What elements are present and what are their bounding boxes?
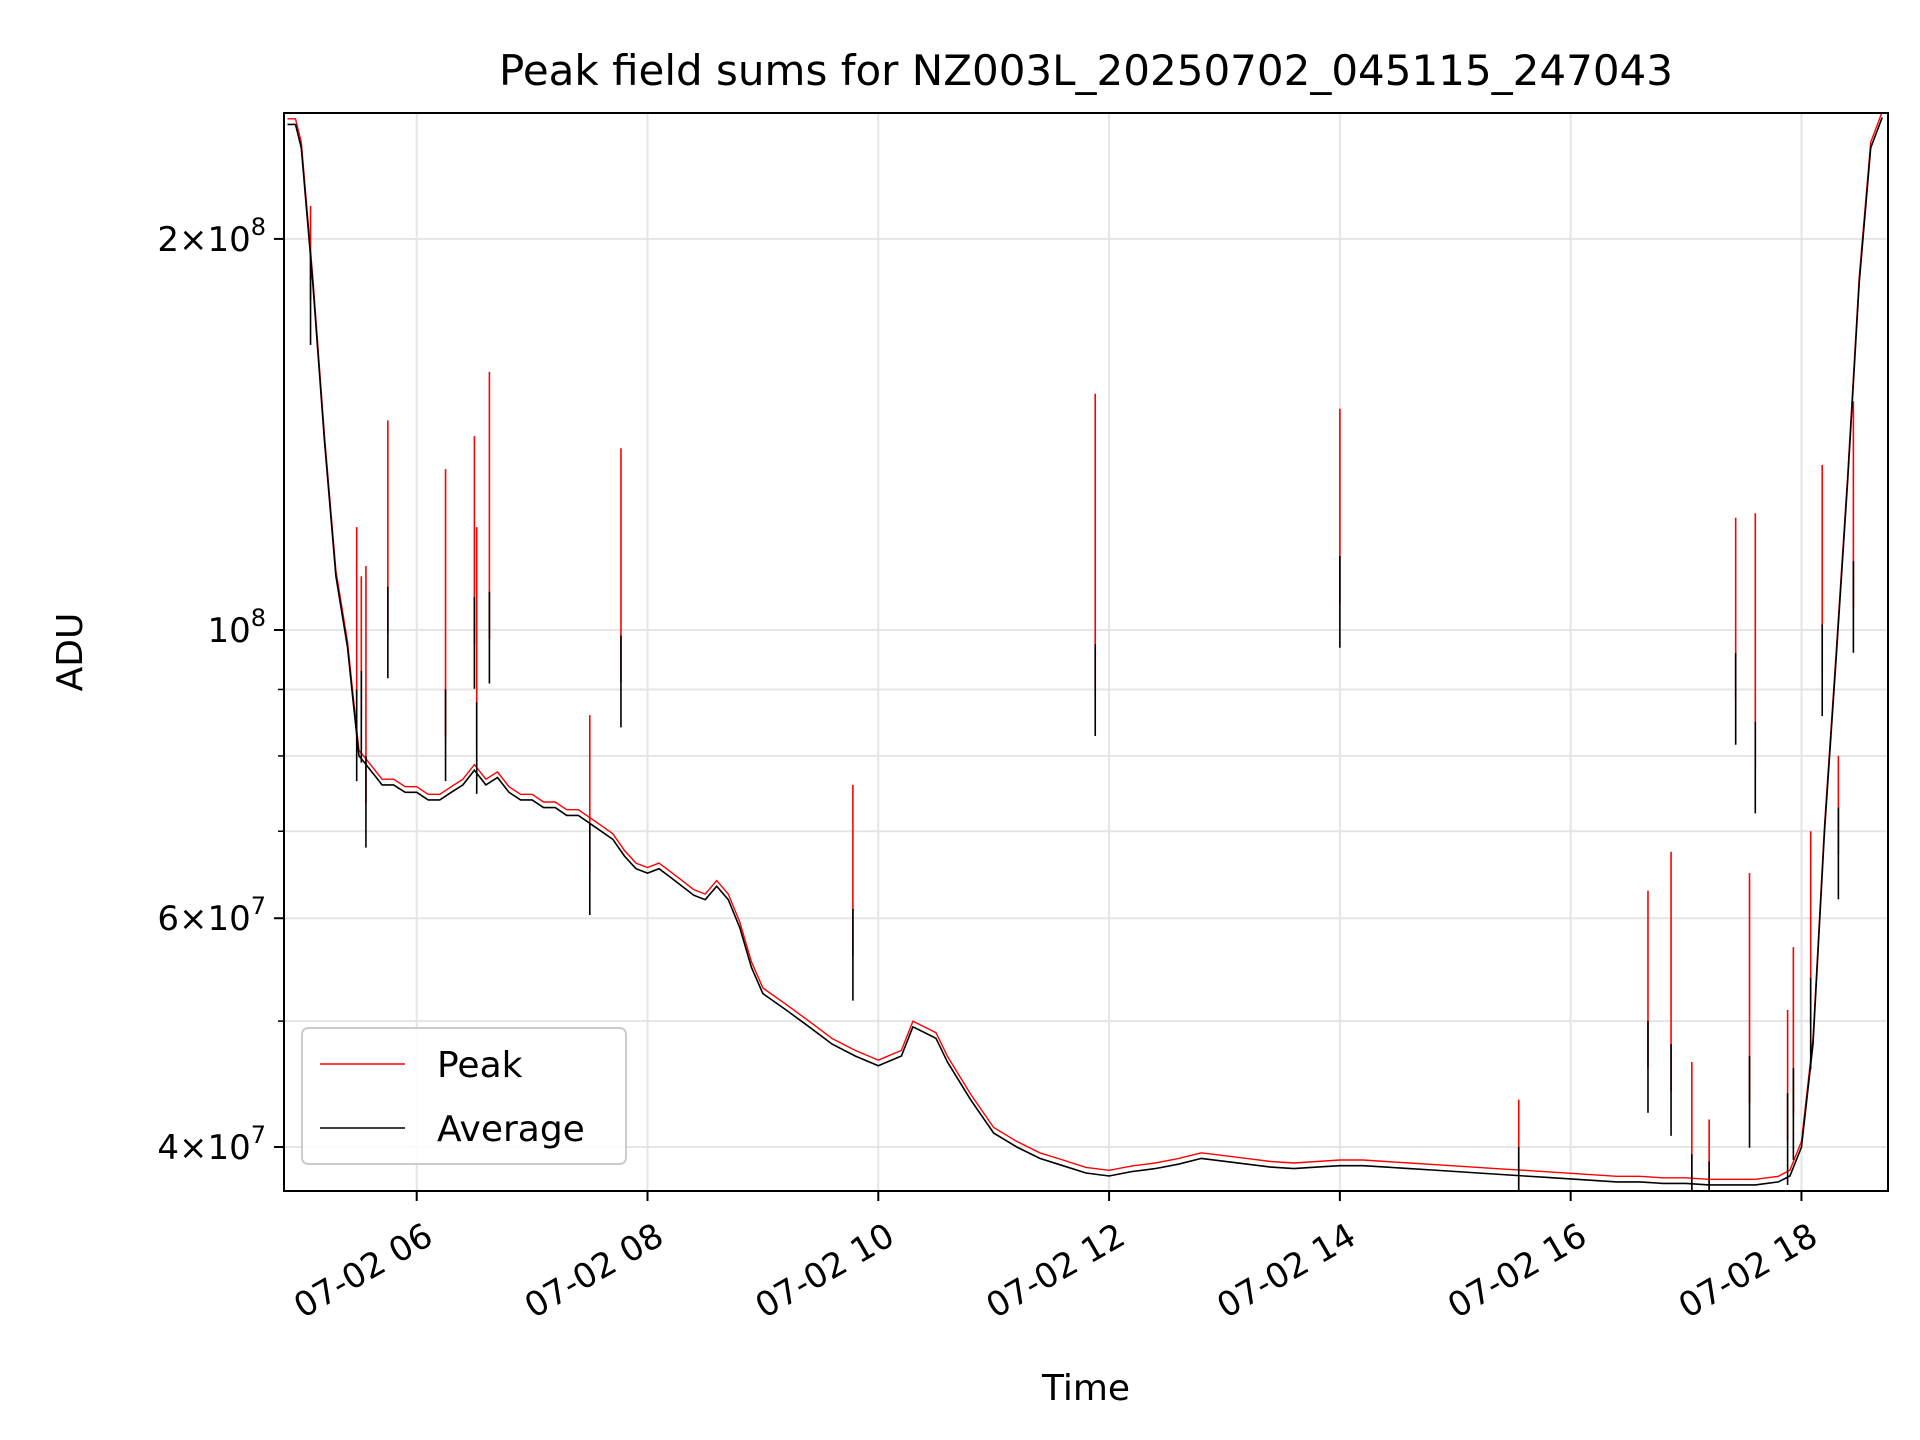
x-axis-label: Time [1041, 1368, 1130, 1409]
average-series-line [287, 117, 1883, 1186]
legend-peak-label: Peak [437, 1045, 523, 1086]
series-layer [287, 113, 1883, 1191]
legend: Peak Average [301, 1027, 627, 1165]
plot-frame [283, 112, 1889, 1192]
y-tick-label: 6×107 [157, 892, 266, 939]
peak-series-line [287, 113, 1883, 1180]
legend-box [301, 1027, 627, 1165]
y-tick-label: 2×108 [157, 213, 266, 260]
chart-title: Peak field sums for NZ003L_20250702_0451… [499, 46, 1673, 95]
y-axis-label: ADU [50, 613, 91, 692]
y-tick-label: 108 [207, 604, 266, 651]
legend-average-label: Average [437, 1109, 585, 1150]
y-tick-label: 4×107 [157, 1121, 266, 1168]
